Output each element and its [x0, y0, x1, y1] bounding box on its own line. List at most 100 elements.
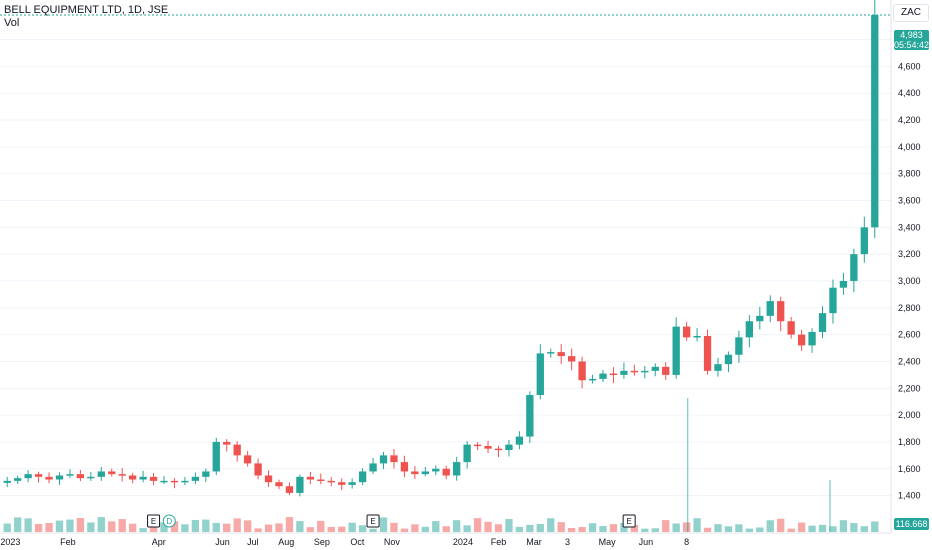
volume-bar	[526, 524, 534, 532]
volume-bar	[317, 520, 325, 532]
dividend-marker[interactable]: D	[162, 514, 176, 528]
y-tick-label: 4,000	[898, 142, 921, 152]
candle-body	[55, 475, 64, 480]
candle-body	[390, 455, 398, 463]
volume-bar	[55, 520, 64, 532]
event-label: D	[166, 517, 172, 526]
x-tick-label: Apr	[152, 537, 166, 547]
candle-body	[254, 463, 262, 476]
volume-bar	[484, 521, 492, 532]
price-axis[interactable]: 1,400 1,600 1,800 2,000 2,200 2,400 2,600 2,800…	[898, 35, 921, 501]
candle-body	[693, 335, 701, 338]
candle-body	[181, 480, 189, 483]
candle-body	[860, 227, 868, 255]
volume-bar	[735, 524, 743, 532]
x-tick-label: Jun	[639, 537, 654, 547]
event-label: E	[151, 517, 156, 526]
last-price-tag: 4,983 05:54:42	[894, 30, 929, 50]
candle-body	[515, 436, 524, 445]
volume-bar	[494, 524, 503, 532]
volume-bar	[588, 523, 597, 532]
volume-bar	[871, 521, 879, 532]
volume-bar	[567, 527, 576, 532]
volume-bar	[442, 526, 450, 532]
volume-bar	[641, 528, 649, 532]
volume-spike	[687, 398, 689, 532]
candle-body	[724, 354, 733, 365]
candle-body	[641, 370, 649, 373]
volume-bar	[233, 518, 241, 532]
candle-body	[45, 476, 53, 480]
candle-body	[411, 471, 419, 475]
candle-body	[756, 315, 764, 322]
last-price-value: 4,983	[900, 30, 923, 40]
volume-bar	[3, 523, 11, 532]
volume-bar	[515, 526, 524, 532]
volume-bar	[139, 528, 147, 532]
bar-countdown: 05:54:42	[894, 40, 930, 50]
x-tick-label: 3	[565, 537, 570, 547]
volume-bar	[338, 526, 346, 532]
candle-body	[871, 14, 879, 228]
x-tick-label: Feb	[60, 537, 76, 547]
volume-bar	[264, 524, 273, 532]
candle-body	[473, 444, 482, 447]
symbol-title[interactable]: BELL EQUIPMENT LTD, 1D, JSE	[4, 4, 169, 16]
volume-legend[interactable]: Vol	[4, 17, 20, 29]
volume-bar	[421, 526, 429, 532]
candle-body	[76, 474, 85, 479]
volume-bar	[76, 518, 85, 532]
y-tick-label: 3,600	[898, 196, 921, 206]
candle-body	[682, 326, 691, 338]
volume-bar	[118, 519, 126, 532]
candle-body	[787, 321, 795, 335]
candle-body	[432, 468, 440, 472]
volume-bar	[108, 521, 116, 532]
volume-bar	[202, 519, 210, 532]
x-tick-label: Jun	[215, 537, 230, 547]
candle-body	[484, 445, 492, 449]
x-tick-label: Nov	[384, 537, 401, 547]
candle-body	[275, 482, 283, 487]
volume-bar	[191, 519, 200, 532]
volume-bar	[275, 523, 283, 532]
earnings-marker[interactable]: E	[622, 514, 636, 528]
candle-body	[24, 474, 32, 479]
candle-body	[808, 331, 816, 346]
candle-body	[128, 475, 137, 480]
candle-body	[97, 471, 105, 477]
candle-body	[3, 480, 11, 483]
earnings-marker[interactable]: E	[366, 514, 380, 528]
volume-bar	[87, 522, 95, 532]
volume-bar	[14, 517, 22, 532]
volume-bar	[651, 528, 659, 532]
candle-body	[87, 476, 95, 479]
volume-bar	[797, 522, 806, 532]
volume-bar	[411, 524, 419, 532]
volume-bar	[243, 520, 252, 532]
candle-body	[442, 468, 450, 476]
time-axis[interactable]: 2023 Feb Apr Jun Jul Aug Sep Oct Nov 2024 Feb Mar 3 M…	[0, 537, 689, 547]
candle-body	[797, 334, 806, 346]
volume-bar	[296, 521, 304, 532]
volume-bar	[348, 522, 356, 532]
candle-body	[839, 280, 848, 288]
volume-bar	[630, 525, 639, 532]
volume-bar	[327, 526, 335, 532]
volume-bar	[66, 519, 74, 532]
x-tick-label: Aug	[278, 537, 294, 547]
volume-bar	[578, 527, 586, 532]
earnings-marker[interactable]: E	[147, 514, 161, 528]
volume-bar	[714, 524, 722, 532]
candle-body	[536, 353, 544, 396]
candle-body	[599, 373, 607, 379]
x-tick-label: 2023	[0, 537, 20, 547]
volume-bar	[181, 524, 189, 532]
volume-bar	[536, 523, 544, 532]
volume-bar	[745, 528, 754, 532]
candle-body	[66, 474, 74, 476]
currency-button[interactable]: ZAC	[893, 4, 929, 22]
candle-body	[651, 366, 659, 371]
candle-body	[578, 361, 586, 381]
